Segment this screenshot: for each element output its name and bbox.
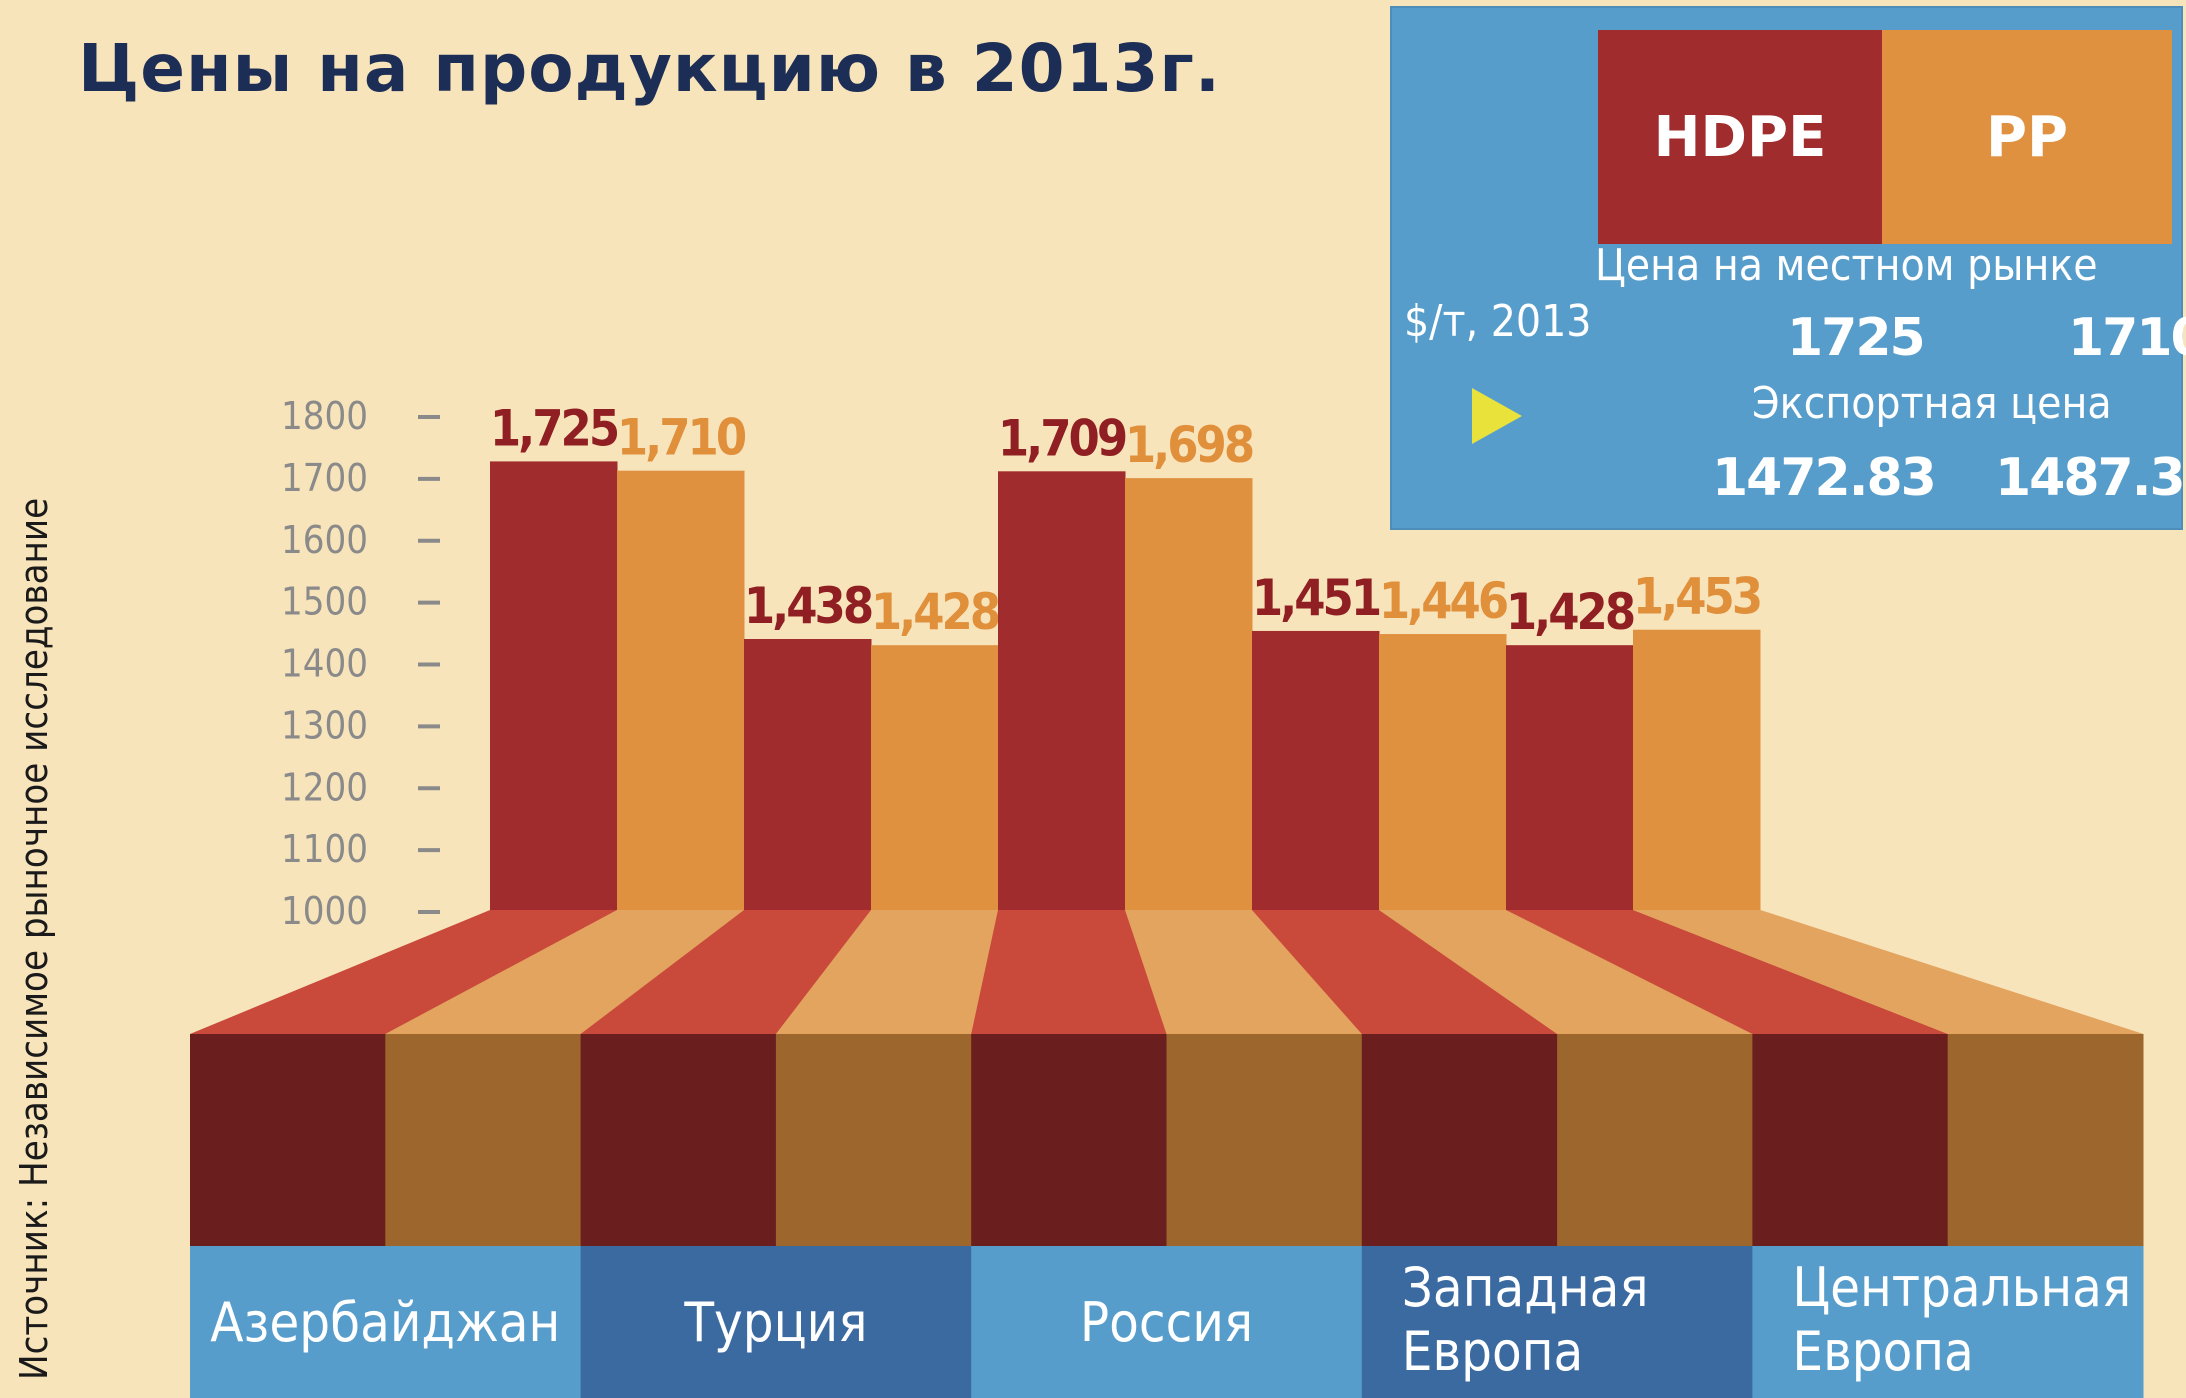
data-label: 1,453 [1633, 568, 1760, 626]
bar-hdpe [1252, 630, 1380, 910]
category-tile [1361, 1246, 1753, 1398]
floor-front [385, 1034, 582, 1246]
y-tick-label: 1800 [281, 394, 368, 438]
category-label: Россия [1080, 1291, 1253, 1354]
local-hdpe-value: 1725 [1787, 308, 1926, 368]
play-triangle-icon [1472, 388, 1522, 444]
bar-pp [1633, 629, 1761, 910]
bar-pp [1125, 478, 1253, 910]
category-label: Турция [683, 1291, 867, 1354]
legend-panel: HDPE PP Цена на местном рынке $/т, 2013 … [1390, 6, 2186, 530]
data-label: 1,428 [1506, 583, 1634, 641]
floor-front [190, 1034, 386, 1246]
unit-label: $/т, 2013 [1404, 296, 1592, 347]
data-label: 1,710 [617, 409, 746, 467]
floor-front [971, 1034, 1167, 1246]
category-tile [190, 1246, 582, 1398]
floor-front [1947, 1034, 2144, 1246]
bar-hdpe [744, 638, 872, 910]
chart-title: Цены на продукцию в 2013г. [78, 30, 1221, 107]
bar-pp [617, 470, 745, 910]
category-tile [971, 1246, 1363, 1398]
floor-stripe [190, 910, 618, 1034]
floor-stripe [1506, 910, 1949, 1034]
y-tick-label: 1500 [281, 580, 368, 624]
y-tick-label: 1600 [281, 518, 368, 562]
data-label: 1,446 [1379, 572, 1507, 630]
y-tick-label: 1400 [281, 642, 368, 686]
floor-stripe [971, 910, 1167, 1034]
floor-stripe [1379, 910, 1753, 1034]
legend-pp: PP [1882, 30, 2172, 244]
category-tile [1752, 1246, 2144, 1398]
floor-front [1557, 1034, 1753, 1246]
y-tick-label: 1100 [281, 827, 368, 871]
floor-front [580, 1034, 777, 1246]
bar-pp [1379, 634, 1507, 910]
data-label: 1,438 [744, 577, 872, 635]
floor-stripe [1252, 910, 1558, 1034]
y-tick-label: 1000 [281, 889, 368, 933]
floor-front [1361, 1034, 1558, 1246]
data-label: 1,725 [490, 399, 618, 457]
source-label: Источник: Независимое рыночное исследова… [12, 497, 56, 1380]
export-pp-value: 1487.36 [1995, 448, 2186, 508]
floor-stripe [775, 910, 999, 1034]
bar-hdpe [998, 471, 1126, 910]
y-tick-label: 1300 [281, 703, 368, 747]
export-price-label: Экспортная цена [1752, 378, 2112, 429]
floor-stripe [1125, 910, 1363, 1034]
floor-stripe [1633, 910, 2144, 1034]
export-hdpe-value: 1472.83 [1712, 448, 1937, 508]
bar-hdpe [1506, 645, 1634, 910]
floor-front [775, 1034, 972, 1246]
local-price-label: Цена на местном рынке [1595, 240, 2098, 291]
floor-stripe [580, 910, 872, 1034]
local-pp-value: 1710 [2068, 308, 2186, 368]
category-label: Западная Европа [1402, 1256, 1649, 1383]
category-label: Центральная Европа [1792, 1256, 2131, 1383]
data-label: 1,698 [1125, 416, 1253, 474]
bar-hdpe [490, 461, 618, 910]
floor-stripe [385, 910, 745, 1034]
category-label: Азербайджан [210, 1291, 560, 1354]
data-label: 1,451 [1252, 569, 1380, 627]
bar-pp [871, 645, 999, 910]
data-label: 1,428 [871, 583, 999, 641]
floor-front [1166, 1034, 1363, 1246]
y-tick-label: 1200 [281, 765, 368, 809]
data-label: 1,709 [998, 409, 1126, 467]
legend-hdpe: HDPE [1598, 30, 1882, 244]
floor-front [1752, 1034, 1949, 1246]
y-tick-label: 1700 [281, 456, 368, 500]
category-tile [580, 1246, 972, 1398]
